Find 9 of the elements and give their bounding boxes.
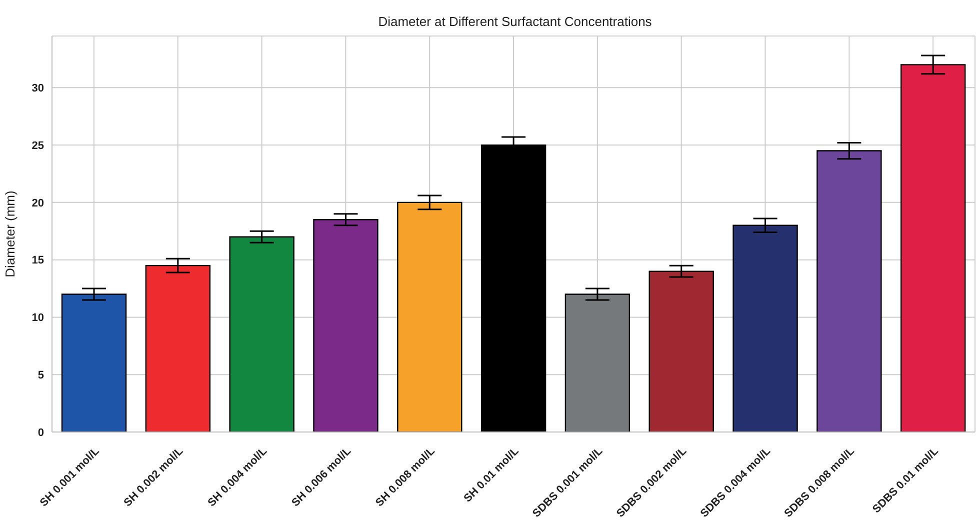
y-tick-label: 20	[32, 197, 44, 210]
y-tick-label: 30	[32, 82, 44, 95]
chart-title: Diameter at Different Surfactant Concentrations	[377, 14, 653, 29]
y-tick-label: 25	[32, 140, 44, 152]
y-tick-label: 10	[32, 312, 44, 324]
y-tick-label: 5	[38, 370, 44, 382]
y-tick-label: 0	[38, 426, 44, 439]
y-tick-label: 15	[32, 254, 44, 267]
y-axis-title: Diameter (mm)	[2, 190, 18, 278]
